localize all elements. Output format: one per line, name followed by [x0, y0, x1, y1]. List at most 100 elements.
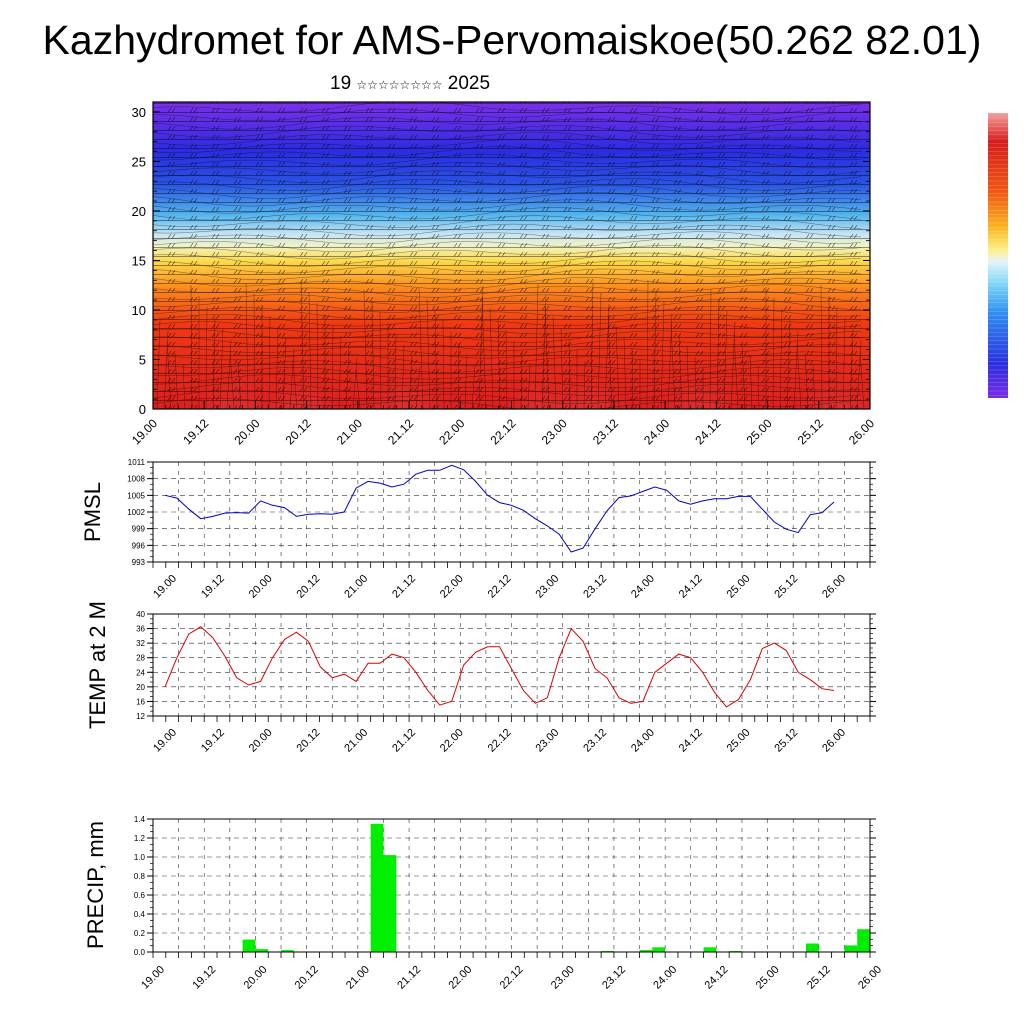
vertical-barb: [804, 352, 809, 409]
pmsl-y-tick-label: 996: [132, 541, 146, 550]
vertical-barb: [355, 368, 361, 409]
precip-x-tick-label: 20.00: [242, 964, 270, 992]
vertical-barb: [723, 310, 728, 409]
cs-y-tick-label: 0: [139, 402, 146, 417]
temp-y-tick-label: 28: [136, 654, 145, 663]
cs-y-tick-label: 25: [132, 154, 146, 169]
vertical-barb: [505, 329, 508, 409]
temp-x-tick-label: 21.12: [390, 727, 418, 755]
vertical-barb: [434, 309, 438, 409]
pmsl-x-tick-label: 19.00: [151, 573, 179, 601]
temp-x-tick-label: 19.12: [199, 727, 227, 755]
temp-y-tick-label: 36: [136, 625, 145, 634]
precip-bar: [806, 943, 819, 952]
vertical-barb: [379, 311, 382, 409]
pmsl-y-tick-label: 1002: [127, 508, 145, 517]
pmsl-x-tick-label: 22.00: [438, 573, 466, 601]
cs-x-tick-label: 20.00: [231, 416, 262, 447]
temp-x-tick-label: 26.00: [820, 727, 848, 755]
pmsl-x-tick-label: 21.12: [390, 573, 418, 601]
vertical-barb: [590, 281, 594, 409]
pmsl-y-tick-label: 1005: [127, 491, 145, 500]
temp-x-tick-label: 22.12: [486, 727, 514, 755]
precip-y-tick-label: 0.8: [134, 872, 146, 881]
vertical-barb: [812, 363, 816, 409]
vertical-barb: [464, 353, 468, 409]
vertical-barb: [275, 326, 279, 409]
temp-grid: [152, 614, 871, 716]
vertical-barb: [653, 290, 657, 409]
precip-bar: [652, 947, 666, 953]
precip-y-tick-label: 0.6: [134, 891, 146, 900]
pmsl-y-tick-label: 1011: [128, 458, 146, 467]
vertical-barb: [471, 364, 476, 409]
vertical-barb: [646, 279, 649, 409]
cs-x-tick-label: 23.00: [539, 416, 570, 447]
vertical-barb: [394, 333, 397, 409]
vertical-barb: [607, 314, 613, 409]
vertical-barb: [733, 332, 739, 409]
precip-bar: [255, 949, 269, 952]
vertical-barb: [205, 306, 208, 409]
vertical-barb: [749, 354, 753, 409]
cs-x-tick-label: 25.00: [744, 416, 775, 447]
temp-frame: [152, 613, 871, 717]
vertical-barb: [779, 308, 783, 409]
vertical-barb: [568, 338, 571, 409]
pmsl-x-tick-label: 24.00: [629, 573, 657, 601]
pmsl-x-tick-label: 20.12: [295, 573, 323, 601]
cs-x-tick-label: 19.00: [129, 416, 160, 447]
vertical-barb: [282, 337, 287, 409]
pmsl-panel: 993 996 999 1002 1005 1008 1011 19.00 19.12 20.0…: [80, 458, 876, 601]
precip-y-tick-label: 0.2: [134, 929, 146, 938]
cs-x-tick-label: 26.00: [846, 416, 877, 447]
vertical-barb: [442, 320, 445, 409]
pmsl-y-axis: 993 996 999 1002 1005 1008 1011: [127, 458, 876, 567]
precip-bars: [242, 823, 870, 953]
pmsl-y-tick-label: 1008: [127, 475, 145, 484]
temp-x-tick-label: 23.00: [533, 727, 561, 755]
pmsl-x-tick-label: 21.00: [342, 573, 370, 601]
vertical-barb: [237, 361, 242, 409]
temp-x-tick-label: 25.00: [725, 727, 753, 755]
pmsl-y-label: PMSL: [80, 482, 105, 542]
vertical-barb: [212, 317, 216, 409]
precip-y-tick-label: 1.2: [134, 834, 146, 843]
vertical-barb: [289, 348, 295, 409]
precip-x-tick-label: 24.00: [651, 964, 679, 992]
colorbar: [988, 113, 1008, 398]
vertical-barb: [316, 302, 319, 409]
temp-x-axis: 19.00 19.12 20.00 20.12 21.00 21.12 22.00 22.12…: [151, 716, 871, 755]
vertical-barb: [660, 301, 665, 409]
temp-y-tick-label: 16: [136, 697, 145, 706]
cs-x-tick-label: 21.00: [334, 416, 365, 447]
vertical-barb: [457, 342, 460, 409]
cs-y-tick-label: 20: [132, 204, 146, 219]
precip-y-tick-label: 1.4: [134, 815, 146, 824]
precip-x-tick-label: 21.00: [344, 964, 372, 992]
temp-series-line: [164, 626, 835, 708]
vertical-barb: [426, 298, 431, 409]
vertical-barb: [534, 283, 539, 409]
temp-y-axis: 12 16 20 24 28 32 36 40: [136, 610, 876, 721]
temp-x-tick-label: 21.00: [342, 727, 370, 755]
vertical-barb: [820, 284, 823, 409]
cs-y-tick-label: 10: [132, 303, 146, 318]
cs-y-tick-label: 5: [139, 352, 146, 367]
pmsl-series-line: [164, 464, 835, 553]
precip-y-label: PRECIP, mm: [83, 821, 108, 949]
precip-y-tick-label: 1.0: [134, 853, 146, 862]
vertical-barb: [292, 359, 298, 409]
precip-bar: [383, 855, 397, 952]
vertical-barb: [371, 300, 375, 409]
vertical-barb: [253, 293, 256, 409]
vertical-barb: [786, 319, 791, 409]
vertical-barb: [583, 360, 586, 409]
temp-y-tick-label: 24: [136, 668, 145, 677]
precip-grid: [152, 819, 871, 952]
vertical-barb: [219, 328, 224, 409]
vertical-barb: [856, 339, 862, 409]
precip-panel: 0.0 0.2 0.4 0.6 0.8 1.0 1.2 1.4 19.00 19.12 20.00…: [83, 815, 884, 992]
cs-y-tick-label: 30: [132, 105, 146, 120]
